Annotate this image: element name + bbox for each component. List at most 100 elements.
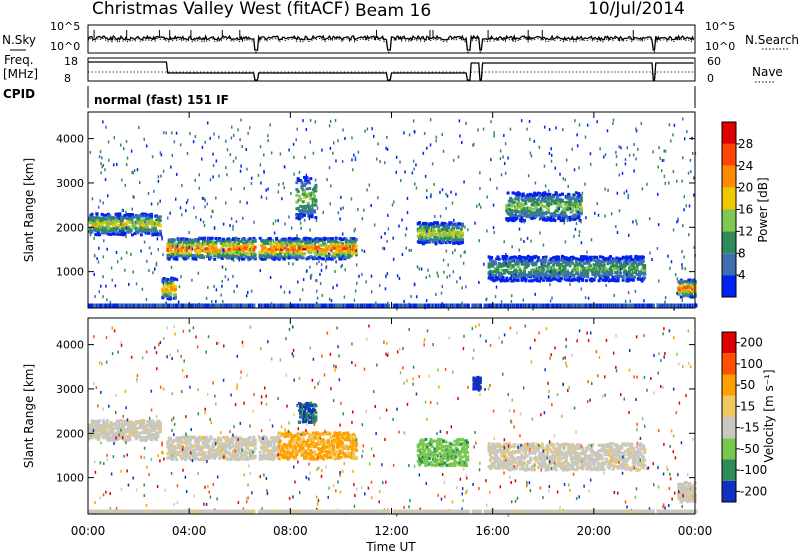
- power-cell: [545, 218, 549, 222]
- power-cell: [405, 227, 408, 231]
- power-cell: [163, 131, 165, 135]
- power-cell: [495, 285, 498, 289]
- power-cell: [545, 267, 549, 271]
- power-cell: [316, 245, 320, 249]
- power-cell: [682, 224, 684, 228]
- power-cell: [550, 159, 553, 163]
- power-cell: [668, 123, 671, 127]
- power-cell: [186, 249, 188, 253]
- power-cell: [293, 155, 295, 159]
- power-cell: [643, 272, 647, 276]
- power-cell: [305, 187, 309, 191]
- power-cell: [625, 270, 629, 274]
- power-cell: [544, 184, 547, 188]
- power-cell: [305, 192, 309, 196]
- power-cell: [510, 213, 512, 217]
- power-cell: [463, 180, 465, 184]
- power-cell: [634, 254, 638, 258]
- power-cell: [577, 279, 581, 283]
- power-cell: [392, 200, 395, 204]
- power-cell: [328, 166, 331, 170]
- power-cell: [237, 239, 241, 243]
- power-cell: [454, 248, 456, 252]
- power-cell: [302, 183, 306, 187]
- power-cell: [230, 217, 233, 221]
- power-cell: [615, 154, 618, 158]
- power-cell: [356, 281, 358, 285]
- power-cell: [541, 193, 545, 197]
- power-cell: [631, 278, 635, 282]
- power-cell: [443, 233, 447, 237]
- power-cell: [134, 226, 138, 230]
- cpid-value: normal (fast) 151 IF: [94, 93, 229, 107]
- power-cell: [412, 119, 415, 123]
- power-cell: [123, 213, 127, 217]
- power-cell: [327, 239, 331, 243]
- power-cell: [677, 286, 681, 290]
- power-cell: [221, 279, 223, 283]
- power-cell: [171, 282, 175, 286]
- y-tick-label: 3000: [56, 177, 84, 190]
- power-cell: [277, 257, 281, 261]
- power-cell: [300, 214, 303, 218]
- power-cell: [563, 201, 567, 205]
- power-cell: [571, 209, 575, 213]
- power-cell: [549, 278, 553, 282]
- power-cell: [633, 266, 637, 270]
- power-cell: [549, 219, 553, 223]
- power-cell: [319, 244, 323, 248]
- power-cell: [308, 239, 312, 243]
- power-cell: [593, 275, 597, 279]
- power-cell: [341, 232, 344, 236]
- power-cell: [553, 201, 557, 205]
- power-cell: [370, 290, 373, 294]
- power-cell: [120, 219, 124, 223]
- power-cell: [167, 238, 171, 242]
- power-cell: [516, 256, 520, 260]
- power-cell: [212, 152, 214, 156]
- y-tick-label: 2000: [56, 221, 84, 234]
- power-cell: [535, 259, 539, 263]
- power-cell: [584, 135, 587, 139]
- power-cell: [534, 269, 538, 273]
- power-cell: [378, 284, 381, 288]
- power-cell: [159, 199, 161, 203]
- power-cell: [616, 191, 619, 195]
- power-cell: [288, 215, 290, 219]
- power-cell: [518, 227, 521, 231]
- power-cell: [185, 251, 189, 255]
- power-cell: [240, 118, 242, 122]
- power-cell: [465, 121, 467, 125]
- power-cell: [617, 268, 621, 272]
- power-cell: [270, 254, 274, 258]
- power-cell: [214, 246, 218, 250]
- power-cell: [571, 269, 575, 273]
- power-cell: [584, 266, 588, 270]
- power-cell: [442, 232, 446, 236]
- power-cell: [627, 274, 631, 278]
- power-cell: [95, 216, 99, 220]
- power-cell: [557, 276, 561, 280]
- power-cell: [302, 213, 306, 217]
- power-cell: [457, 226, 461, 230]
- power-cell: [529, 137, 531, 141]
- power-cell: [138, 181, 141, 185]
- power-cell: [106, 232, 110, 236]
- power-cell: [524, 277, 528, 281]
- power-cell: [616, 279, 620, 283]
- power-cell: [232, 242, 236, 246]
- power-cell: [509, 277, 513, 281]
- power-cell: [587, 296, 590, 300]
- power-cell: [500, 268, 504, 272]
- power-cell: [305, 173, 308, 177]
- power-cell: [619, 274, 623, 278]
- power-heatmap-cells: [88, 117, 698, 311]
- power-cell: [122, 208, 125, 212]
- power-cell: [241, 253, 245, 257]
- power-cell: [349, 245, 351, 249]
- power-cell: [615, 263, 619, 267]
- power-cell: [579, 211, 583, 215]
- nsky-tick-top: 10^5: [50, 20, 80, 33]
- power-cell: [209, 252, 213, 256]
